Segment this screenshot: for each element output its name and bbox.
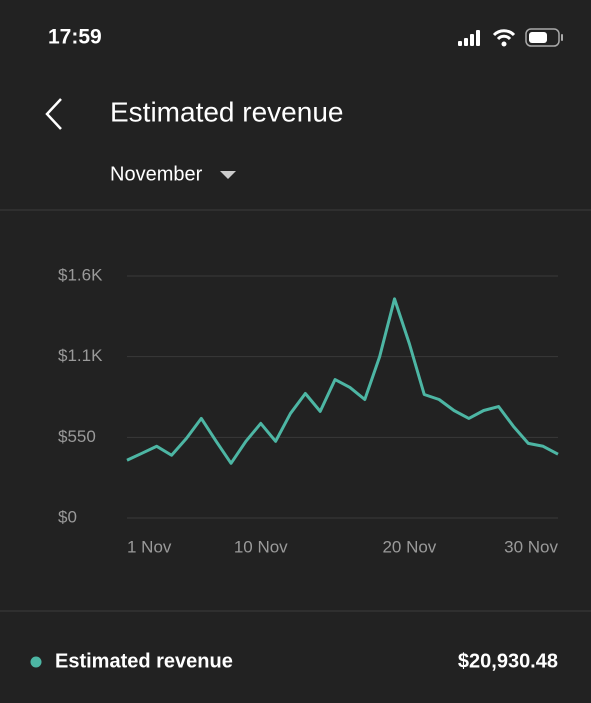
y-tick-label: $1.1K xyxy=(58,346,103,365)
status-icons xyxy=(458,28,563,47)
line-series xyxy=(126,297,559,465)
back-button[interactable] xyxy=(45,98,62,130)
y-tick-label: $550 xyxy=(58,427,96,446)
legend-dot xyxy=(30,656,42,668)
status-time: 17:59 xyxy=(48,26,102,49)
chart: $0 $550 $1.1K $1.6K 1 Nov 10 Nov 20 Nov 30 Nov xyxy=(58,265,559,556)
x-tick-label: 30 Nov xyxy=(504,537,558,556)
page-title: Estimated revenue xyxy=(110,96,343,127)
x-tick-label: 20 Nov xyxy=(382,537,436,556)
period-label: November xyxy=(110,163,203,185)
y-tick-label: $0 xyxy=(58,507,77,526)
y-tick-label: $1.6K xyxy=(58,265,103,284)
x-tick-label: 10 Nov xyxy=(234,537,288,556)
dropdown-arrow xyxy=(220,171,236,179)
total-value: $20,930.48 xyxy=(458,650,558,672)
period-dropdown[interactable]: November xyxy=(110,163,236,185)
x-tick-label: 1 Nov xyxy=(127,537,172,556)
legend: Estimated revenue $20,930.48 xyxy=(30,650,558,672)
legend-label: Estimated revenue xyxy=(55,650,233,672)
